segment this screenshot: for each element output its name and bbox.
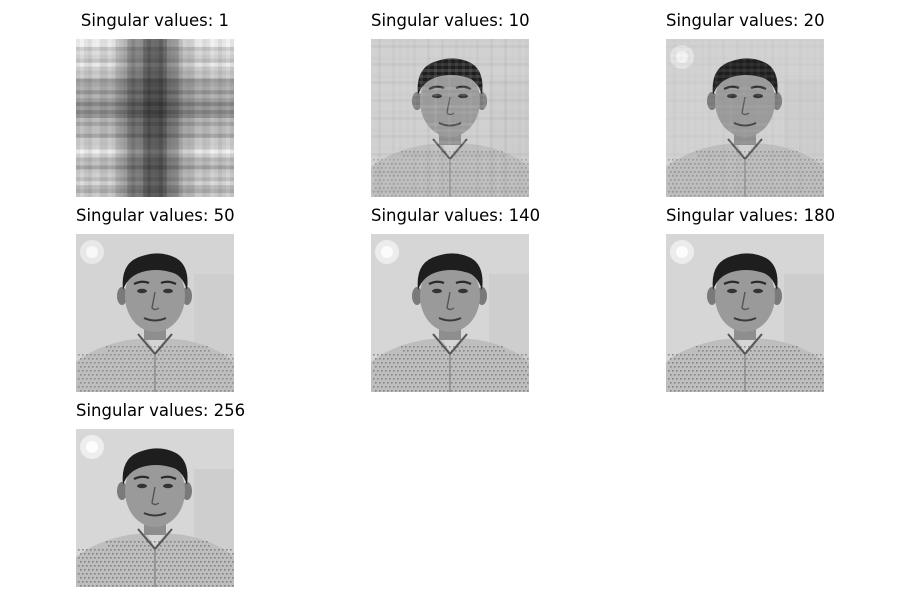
portrait (666, 39, 824, 197)
panel-title: Singular values: 256 (76, 401, 246, 420)
panel-title: Singular values: 140 (371, 206, 541, 225)
reconstructed-image-k1 (76, 39, 234, 197)
panel-title: Singular values: 10 (371, 11, 530, 30)
panel-title: Singular values: 1 (80, 11, 230, 30)
low-rank-artifacts (666, 39, 824, 197)
reconstructed-image-k256 (76, 429, 234, 587)
reconstructed-image-k20 (666, 39, 824, 197)
panel-title: Singular values: 50 (76, 206, 235, 225)
portrait (371, 234, 529, 392)
reconstructed-image-k10 (371, 39, 529, 197)
panel-title: Singular values: 180 (666, 206, 836, 225)
portrait (666, 234, 824, 392)
rank1-plaid-pattern (76, 39, 234, 197)
reconstructed-image-k140 (371, 234, 529, 392)
portrait (76, 429, 234, 587)
panel-title: Singular values: 20 (666, 11, 825, 30)
portrait (76, 234, 234, 392)
reconstructed-image-k50 (76, 234, 234, 392)
portrait (371, 39, 529, 197)
low-rank-artifacts (371, 39, 529, 197)
reconstructed-image-k180 (666, 234, 824, 392)
